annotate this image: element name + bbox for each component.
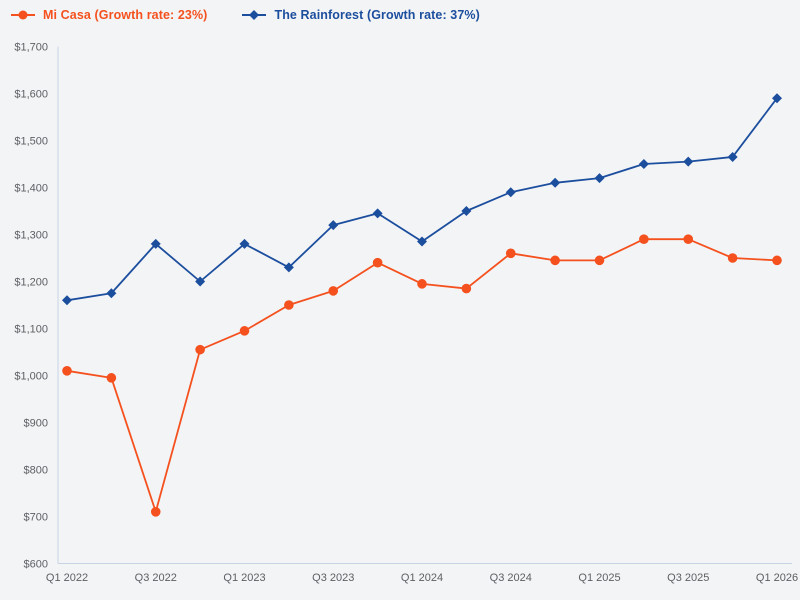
y-tick-label: $600 <box>24 559 48 571</box>
the-rainforest-point <box>417 236 427 247</box>
y-tick-label: $800 <box>24 465 48 477</box>
mi-casa-point <box>683 234 694 244</box>
y-tick-label: $1,300 <box>14 230 48 242</box>
y-tick-label: $900 <box>24 418 48 430</box>
the-rainforest-point <box>106 288 117 299</box>
the-rainforest-point <box>594 173 605 184</box>
mi-casa-point <box>239 326 250 336</box>
y-tick-label: $700 <box>24 512 48 524</box>
legend-item-the-rainforest[interactable]: The Rainforest (Growth rate: 37%) <box>241 8 480 22</box>
x-tick-label: Q1 2022 <box>46 572 88 584</box>
mi-casa-point <box>461 283 472 294</box>
x-tick-label: Q1 2024 <box>401 572 443 584</box>
mi-casa-point <box>727 253 738 263</box>
the-rainforest-point <box>239 238 250 249</box>
chart-legend: Mi Casa (Growth rate: 23%) The Rainfores… <box>10 8 480 22</box>
the-rainforest-point <box>638 159 649 169</box>
rainforest-diamond-marker-icon <box>242 10 267 20</box>
mi-casa-circle-marker-icon <box>11 10 35 20</box>
the-rainforest-point <box>683 156 694 167</box>
the-rainforest-line <box>66 97 778 302</box>
x-tick-label: Q3 2023 <box>312 572 354 584</box>
x-tick-label: Q3 2022 <box>135 572 177 584</box>
mi-casa-point <box>106 373 117 383</box>
the-rainforest-point <box>550 177 561 188</box>
x-tick-label: Q1 2026 <box>756 572 798 584</box>
the-rainforest-point <box>505 187 516 198</box>
x-tick-label: Q3 2025 <box>667 572 709 584</box>
the-rainforest-point <box>461 206 472 216</box>
legend-label-the-rainforest: The Rainforest (Growth rate: 37%) <box>274 8 480 22</box>
the-rainforest-point <box>283 262 294 273</box>
mi-casa-point <box>639 234 649 244</box>
mi-casa-point <box>417 279 427 289</box>
mi-casa-point <box>284 300 294 310</box>
mi-casa-point <box>62 366 72 376</box>
x-tick-label: Q1 2025 <box>578 572 620 584</box>
x-tick-label: Q3 2024 <box>490 572 532 584</box>
mi-casa-point <box>772 255 782 266</box>
the-rainforest-point <box>727 151 738 162</box>
y-tick-label: $1,700 <box>14 42 48 54</box>
mi-casa-point <box>505 248 516 259</box>
mi-casa-point <box>150 507 161 517</box>
y-tick-label: $1,400 <box>14 183 48 195</box>
y-tick-label: $1,100 <box>14 324 48 336</box>
the-rainforest-point <box>150 238 161 249</box>
mi-casa-point <box>195 344 205 355</box>
the-rainforest-point <box>372 208 383 219</box>
legend-label-mi-casa: Mi Casa (Growth rate: 23%) <box>43 8 208 22</box>
y-tick-label: $1,000 <box>14 371 48 383</box>
legend-item-mi-casa[interactable]: Mi Casa (Growth rate: 23%) <box>10 8 207 22</box>
y-tick-label: $1,500 <box>14 136 48 148</box>
x-tick-label: Q1 2023 <box>223 572 265 584</box>
the-rainforest-point <box>62 295 72 306</box>
the-rainforest-point <box>772 93 782 104</box>
y-tick-label: $1,200 <box>14 277 48 289</box>
mi-casa-point <box>372 257 383 268</box>
the-rainforest-point <box>328 220 339 231</box>
the-rainforest-point <box>195 276 206 287</box>
mi-casa-point <box>328 286 339 296</box>
mi-casa-point <box>550 255 560 266</box>
y-tick-label: $1,600 <box>14 89 48 101</box>
mi-casa-point <box>594 255 605 266</box>
